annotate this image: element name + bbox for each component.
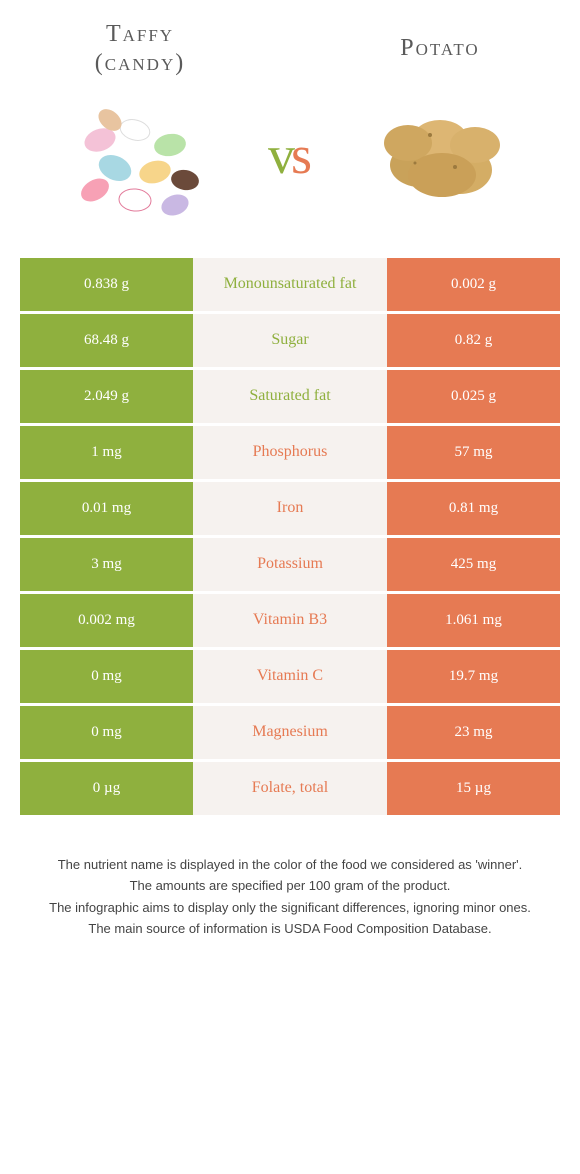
left-value: 0 mg: [20, 706, 193, 759]
left-value: 68.48 g: [20, 314, 193, 367]
left-title-line1: Taffy: [106, 21, 174, 47]
nutrient-row: 0 mgMagnesium23 mg: [20, 706, 560, 759]
left-title-line2: (candy): [95, 50, 185, 76]
right-value: 23 mg: [387, 706, 560, 759]
right-value: 19.7 mg: [387, 650, 560, 703]
nutrient-row: 0.002 mgVitamin B31.061 mg: [20, 594, 560, 647]
nutrient-row: 3 mgPotassium425 mg: [20, 538, 560, 591]
right-value: 57 mg: [387, 426, 560, 479]
right-food-title: Potato: [400, 34, 479, 63]
vs-s: s: [291, 124, 312, 186]
nutrient-label: Sugar: [193, 314, 387, 367]
nutrient-row: 0.01 mgIron0.81 mg: [20, 482, 560, 535]
nutrient-table: 0.838 gMonounsaturated fat0.002 g68.48 g…: [20, 258, 560, 815]
potato-icon: [360, 75, 520, 215]
taffy-icon: [60, 90, 220, 230]
left-value: 0.838 g: [20, 258, 193, 311]
nutrient-label: Vitamin B3: [193, 594, 387, 647]
left-value: 0 mg: [20, 650, 193, 703]
nutrient-row: 0 mgVitamin C19.7 mg: [20, 650, 560, 703]
right-food-image: [360, 75, 520, 215]
footer-line2: The amounts are specified per 100 gram o…: [30, 876, 550, 896]
nutrient-label: Phosphorus: [193, 426, 387, 479]
footer-notes: The nutrient name is displayed in the co…: [30, 855, 550, 939]
comparison-header: Taffy (candy) vs: [0, 0, 580, 240]
right-value: 0.82 g: [387, 314, 560, 367]
left-value: 0 µg: [20, 762, 193, 815]
right-value: 0.025 g: [387, 370, 560, 423]
left-value: 3 mg: [20, 538, 193, 591]
nutrient-label: Potassium: [193, 538, 387, 591]
nutrient-label: Monounsaturated fat: [193, 258, 387, 311]
nutrient-label: Saturated fat: [193, 370, 387, 423]
right-value: 0.81 mg: [387, 482, 560, 535]
nutrient-row: 2.049 gSaturated fat0.025 g: [20, 370, 560, 423]
left-value: 0.002 mg: [20, 594, 193, 647]
left-value: 2.049 g: [20, 370, 193, 423]
nutrient-row: 68.48 gSugar0.82 g: [20, 314, 560, 367]
left-food: Taffy (candy): [40, 20, 240, 230]
nutrient-row: 0 µgFolate, total15 µg: [20, 762, 560, 815]
right-value: 15 µg: [387, 762, 560, 815]
left-value: 0.01 mg: [20, 482, 193, 535]
nutrient-label: Vitamin C: [193, 650, 387, 703]
right-value: 425 mg: [387, 538, 560, 591]
vs-label: vs: [268, 124, 312, 186]
left-food-image: [60, 90, 220, 230]
nutrient-label: Iron: [193, 482, 387, 535]
nutrient-row: 1 mgPhosphorus57 mg: [20, 426, 560, 479]
nutrient-row: 0.838 gMonounsaturated fat0.002 g: [20, 258, 560, 311]
footer-line4: The main source of information is USDA F…: [30, 919, 550, 939]
footer-line3: The infographic aims to display only the…: [30, 898, 550, 918]
right-value: 0.002 g: [387, 258, 560, 311]
nutrient-label: Magnesium: [193, 706, 387, 759]
right-value: 1.061 mg: [387, 594, 560, 647]
left-value: 1 mg: [20, 426, 193, 479]
left-food-title: Taffy (candy): [95, 20, 185, 78]
right-food: Potato: [340, 34, 540, 215]
nutrient-label: Folate, total: [193, 762, 387, 815]
footer-line1: The nutrient name is displayed in the co…: [30, 855, 550, 875]
